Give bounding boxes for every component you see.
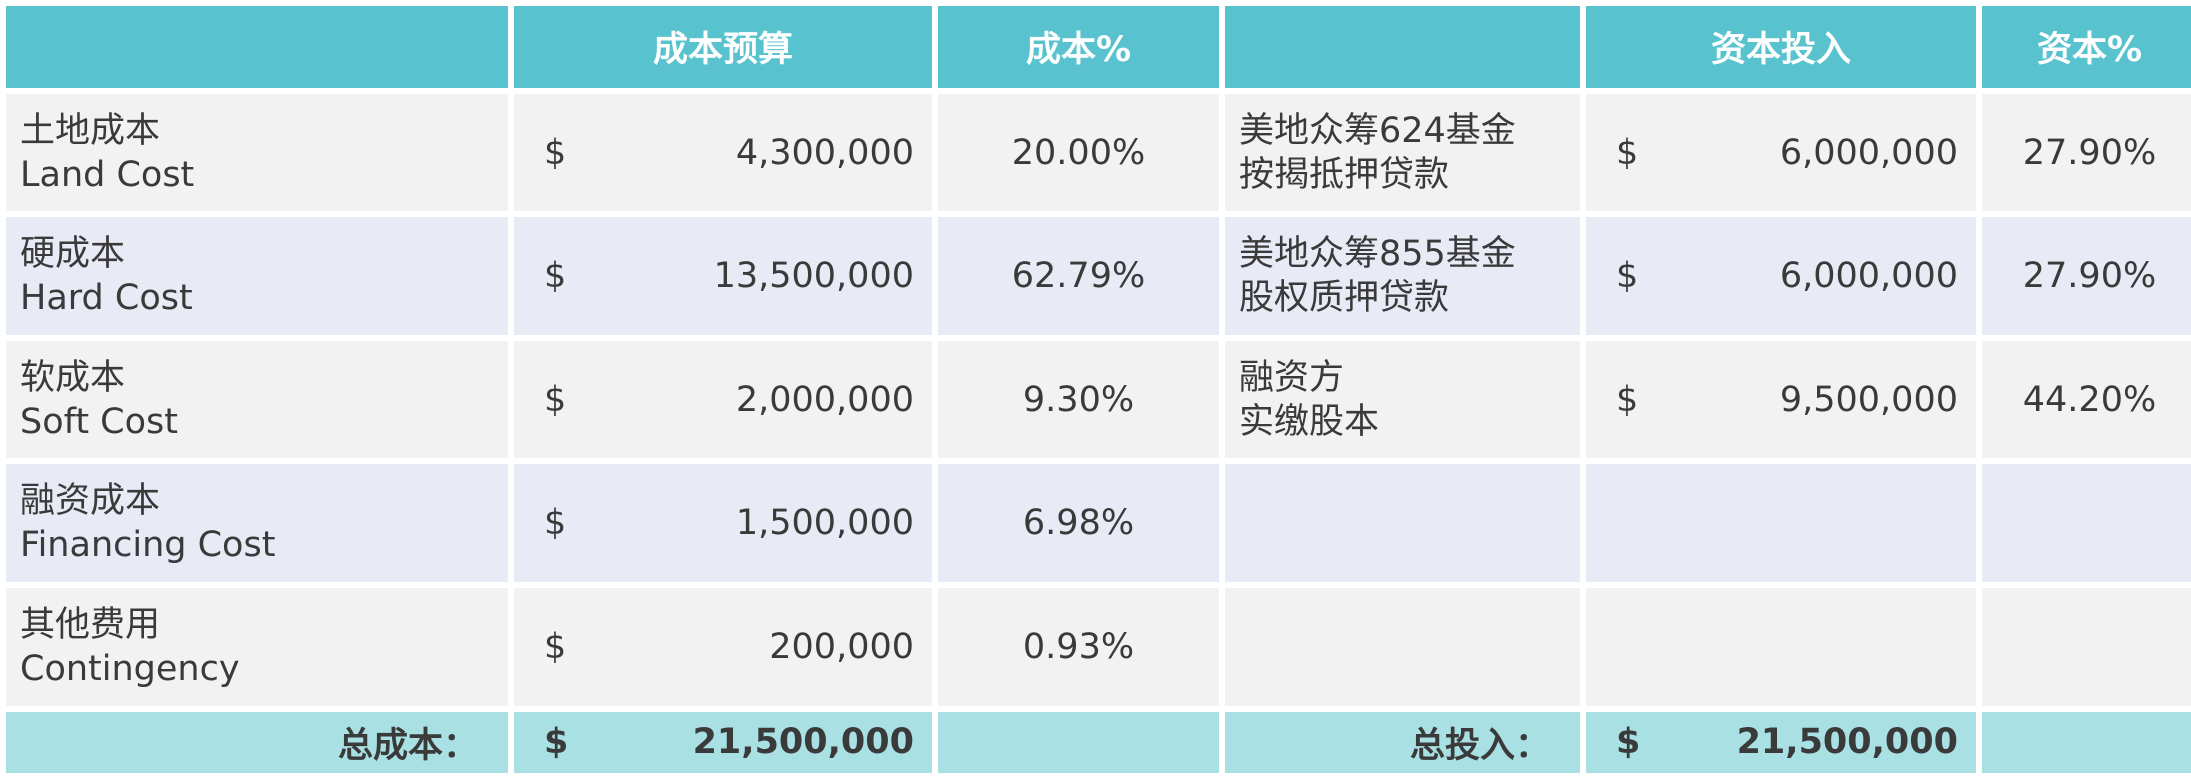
table-row: 融资成本 Financing Cost $ 1,500,000 6.98% [6, 464, 2191, 583]
header-row: 成本预算 成本% 资本投入 资本% [6, 6, 2191, 88]
currency-symbol: $ [1616, 722, 1641, 763]
fund-source-line1: 美地众筹624基金 [1239, 110, 1516, 151]
currency-symbol: $ [1616, 132, 1639, 173]
cost-amount-cell: $ 4,300,000 [514, 93, 932, 212]
cost-item-cn: 硬成本 [20, 234, 126, 275]
cost-item-en: Hard Cost [20, 278, 193, 319]
currency-symbol: $ [544, 626, 567, 667]
cost-pct: 6.98% [938, 464, 1219, 583]
cost-amount-cell: $ 1,500,000 [514, 464, 932, 583]
fund-source-cell [1225, 588, 1580, 706]
total-capital-pct-empty [1982, 711, 2191, 773]
fund-amount: 6,000,000 [1779, 132, 1958, 173]
cost-item-cell: 软成本 Soft Cost [6, 340, 508, 459]
total-cost-label: 总成本： [6, 711, 508, 773]
header-cost-item [6, 6, 508, 88]
currency-symbol: $ [544, 722, 569, 763]
header-funding-source [1225, 6, 1580, 88]
cost-item-en: Soft Cost [20, 401, 178, 442]
cost-pct: 0.93% [938, 588, 1219, 706]
total-capital-amount: 21,500,000 [1736, 722, 1958, 763]
fund-amount: 6,000,000 [1779, 256, 1958, 297]
cost-item-en: Contingency [20, 648, 240, 689]
table-row: 其他费用 Contingency $ 200,000 0.93% [6, 588, 2191, 706]
header-cost-budget: 成本预算 [514, 6, 932, 88]
cost-item-cell: 融资成本 Financing Cost [6, 464, 508, 583]
cost-item-cell: 土地成本 Land Cost [6, 93, 508, 212]
fund-amount-cell [1586, 464, 1976, 583]
currency-symbol: $ [544, 256, 567, 297]
fund-amount: 9,500,000 [1779, 379, 1958, 420]
cost-item-cn: 融资成本 [20, 481, 161, 522]
currency-symbol: $ [544, 132, 567, 173]
totals-row: 总成本： $ 21,500,000 总投入： $ 21,500,000 [6, 711, 2191, 773]
header-cost-pct: 成本% [938, 6, 1219, 88]
total-capital-cell: $ 21,500,000 [1586, 711, 1976, 773]
fund-source-cell [1225, 464, 1580, 583]
total-capital-label: 总投入： [1225, 711, 1580, 773]
fund-source-line2: 按揭抵押贷款 [1239, 154, 1450, 195]
cost-item-cell: 其他费用 Contingency [6, 588, 508, 706]
cost-amount-cell: $ 2,000,000 [514, 340, 932, 459]
cost-item-en: Land Cost [20, 154, 195, 195]
fund-source-line1: 融资方 [1239, 357, 1345, 398]
fund-source-line2: 实缴股本 [1239, 401, 1380, 442]
currency-symbol: $ [1616, 379, 1639, 420]
cost-item-en: Financing Cost [20, 525, 276, 566]
fund-amount-cell [1586, 588, 1976, 706]
cost-pct: 9.30% [938, 340, 1219, 459]
cost-pct: 62.79% [938, 217, 1219, 335]
currency-symbol: $ [1616, 256, 1639, 297]
fund-pct [1982, 588, 2191, 706]
fund-pct: 44.20% [1982, 340, 2191, 459]
cost-item-cn: 土地成本 [20, 110, 161, 151]
cost-amount-cell: $ 200,000 [514, 588, 932, 706]
cost-amount-cell: $ 13,500,000 [514, 217, 932, 335]
fund-pct: 27.90% [1982, 93, 2191, 212]
cost-amount: 200,000 [769, 626, 914, 667]
fund-amount-cell: $ 6,000,000 [1586, 217, 1976, 335]
header-capital-pct: 资本% [1982, 6, 2191, 88]
header-capital-input: 资本投入 [1586, 6, 1976, 88]
fund-source-cell: 融资方 实缴股本 [1225, 340, 1580, 459]
cost-item-cn: 其他费用 [20, 604, 161, 645]
total-cost-cell: $ 21,500,000 [514, 711, 932, 773]
table-row: 软成本 Soft Cost $ 2,000,000 9.30% 融资方 实缴股本… [6, 340, 2191, 459]
fund-source-line2: 股权质押贷款 [1239, 278, 1450, 319]
currency-symbol: $ [544, 503, 567, 544]
total-cost-amount: 21,500,000 [692, 722, 914, 763]
fund-source-line1: 美地众筹855基金 [1239, 234, 1516, 275]
fund-pct: 27.90% [1982, 217, 2191, 335]
cost-amount: 4,300,000 [735, 132, 914, 173]
fund-pct [1982, 464, 2191, 583]
cost-amount: 2,000,000 [735, 379, 914, 420]
currency-symbol: $ [544, 379, 567, 420]
fund-amount-cell: $ 9,500,000 [1586, 340, 1976, 459]
table-row: 土地成本 Land Cost $ 4,300,000 20.00% 美地众筹62… [6, 93, 2191, 212]
fund-amount-cell: $ 6,000,000 [1586, 93, 1976, 212]
fund-source-cell: 美地众筹624基金 按揭抵押贷款 [1225, 93, 1580, 212]
cost-amount: 13,500,000 [713, 256, 914, 297]
fund-source-cell: 美地众筹855基金 股权质押贷款 [1225, 217, 1580, 335]
cost-item-cell: 硬成本 Hard Cost [6, 217, 508, 335]
cost-amount: 1,500,000 [735, 503, 914, 544]
cost-pct: 20.00% [938, 93, 1219, 212]
total-cost-pct-empty [938, 711, 1219, 773]
table-row: 硬成本 Hard Cost $ 13,500,000 62.79% 美地众筹85… [6, 217, 2191, 335]
cost-item-cn: 软成本 [20, 357, 126, 398]
